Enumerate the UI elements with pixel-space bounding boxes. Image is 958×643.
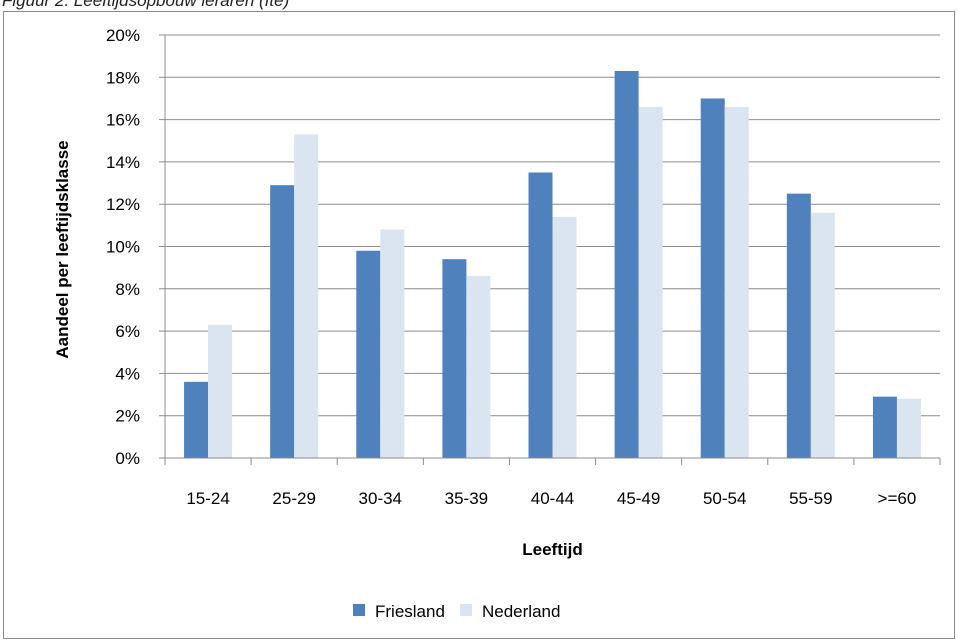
x-tick-label: 25-29 xyxy=(272,489,315,508)
legend-label-nederland: Nederland xyxy=(482,602,560,621)
bar-friesland xyxy=(442,259,467,458)
legend: Friesland Nederland xyxy=(353,602,560,621)
figure-caption: Figuur 2. Leeftijdsopbouw leraren (fte) xyxy=(2,0,290,10)
y-axis-title: Aandeel per leeftijdsklasse xyxy=(53,140,72,358)
x-tick-label: >=60 xyxy=(878,489,917,508)
y-tick-label: 8% xyxy=(115,280,140,299)
y-tick-label: 16% xyxy=(106,111,140,130)
bar-friesland xyxy=(700,98,725,458)
y-tick-label: 6% xyxy=(115,322,140,341)
y-tick-label: 14% xyxy=(106,153,140,172)
bar-nederland xyxy=(724,106,749,458)
bar-nederland xyxy=(208,324,233,458)
axes xyxy=(164,35,941,465)
y-tick-labels: 0% 2% 4% 6% 8% 10% 12% 14% 16% 18% 20% xyxy=(106,26,140,468)
bar-nederland xyxy=(466,276,491,458)
x-axis-title: Leeftijd xyxy=(522,540,582,559)
bar-nederland xyxy=(380,229,405,458)
legend-swatch-nederland xyxy=(460,604,472,616)
y-tick-label: 20% xyxy=(106,26,140,45)
y-tick-label: 0% xyxy=(115,449,140,468)
bar-nederland xyxy=(810,212,835,458)
bar-friesland xyxy=(614,70,639,458)
bar-friesland xyxy=(184,381,209,458)
x-tick-label: 15-24 xyxy=(186,489,229,508)
bars xyxy=(184,70,921,459)
bar-nederland xyxy=(552,216,577,458)
y-tick-label: 12% xyxy=(106,195,140,214)
legend-swatch-friesland xyxy=(353,604,365,616)
x-tick-label: 50-54 xyxy=(703,489,746,508)
bar-friesland xyxy=(528,172,553,458)
bar-friesland xyxy=(270,185,295,459)
bar-nederland xyxy=(896,398,921,458)
bar-friesland xyxy=(786,193,811,458)
y-tick-label: 4% xyxy=(115,364,140,383)
y-tick-label: 10% xyxy=(106,238,140,257)
y-tick-label: 18% xyxy=(106,68,140,87)
bar-nederland xyxy=(638,106,663,458)
x-tick-label: 55-59 xyxy=(789,489,832,508)
x-tick-label: 35-39 xyxy=(445,489,488,508)
x-tick-label: 40-44 xyxy=(531,489,574,508)
bar-friesland xyxy=(356,250,381,458)
x-tick-labels: 15-24 25-29 30-34 35-39 40-44 45-49 50-54 55-59… xyxy=(186,489,916,508)
x-tick-label: 45-49 xyxy=(617,489,660,508)
bar-nederland xyxy=(294,134,319,458)
legend-label-friesland: Friesland xyxy=(375,602,445,621)
x-tick-label: 30-34 xyxy=(359,489,402,508)
y-tick-label: 2% xyxy=(115,407,140,426)
bar-friesland xyxy=(872,396,897,458)
